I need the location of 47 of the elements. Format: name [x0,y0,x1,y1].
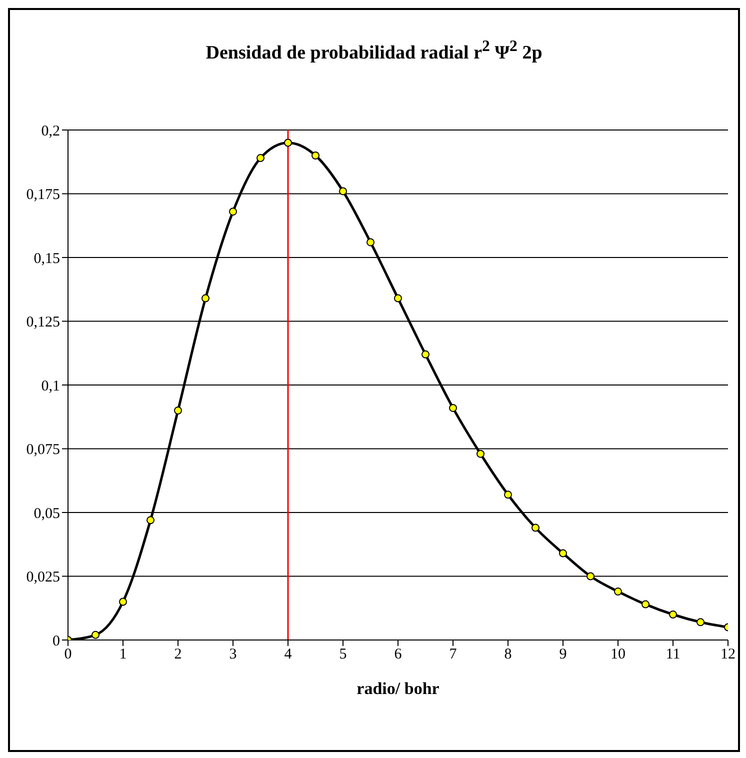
point [504,490,512,499]
point [312,152,320,160]
x-tick-label: 3 [229,646,237,663]
y-tick-label: 0,075 [26,442,60,458]
point [586,572,594,580]
y-tick-label: 0,025 [26,570,60,586]
x-tick-label: 6 [394,646,402,663]
x-tick-label: 10 [610,646,626,663]
x-tick-label: 8 [504,646,512,663]
y-tick-label: 0,05 [34,506,60,522]
x-tick-label: 11 [666,646,680,663]
x-tick-label: 12 [720,646,736,663]
point [202,294,210,302]
x-tick-label: 5 [339,646,347,663]
point [256,154,264,162]
y-tick-label: 0,2 [41,123,60,140]
y-tick-label: 0,1 [41,378,60,394]
point [284,138,292,147]
point [92,630,100,639]
x-tick-label: 1 [119,646,127,663]
point [642,600,650,608]
point [422,350,430,358]
x-tick-label: 0 [64,646,72,663]
point [146,516,154,524]
point [669,610,677,618]
point [696,618,704,626]
x-tick-label: 7 [449,646,458,663]
y-tick-label: 0 [52,633,60,650]
x-axis-title: radio/ bohr [356,679,440,698]
chart-title: Densidad de probabilidad radial r$^{2}$ Ψ$^{2}$ 2p [204,38,544,64]
point [559,549,567,558]
x-tick-label: 4 [284,646,292,663]
point [449,404,457,412]
x-tick-label: 9 [559,646,567,663]
point [339,187,347,196]
point [174,406,182,414]
point [476,450,484,458]
y-tick-label: 0,15 [34,250,60,267]
point [366,238,374,246]
point [614,588,622,596]
point [119,598,127,606]
point [229,208,237,216]
x-tick-label: 2 [174,646,182,663]
point [532,524,540,532]
y-tick-label: 0,125 [26,314,60,331]
point [394,294,402,302]
y-tick-label: 0,175 [26,187,60,204]
